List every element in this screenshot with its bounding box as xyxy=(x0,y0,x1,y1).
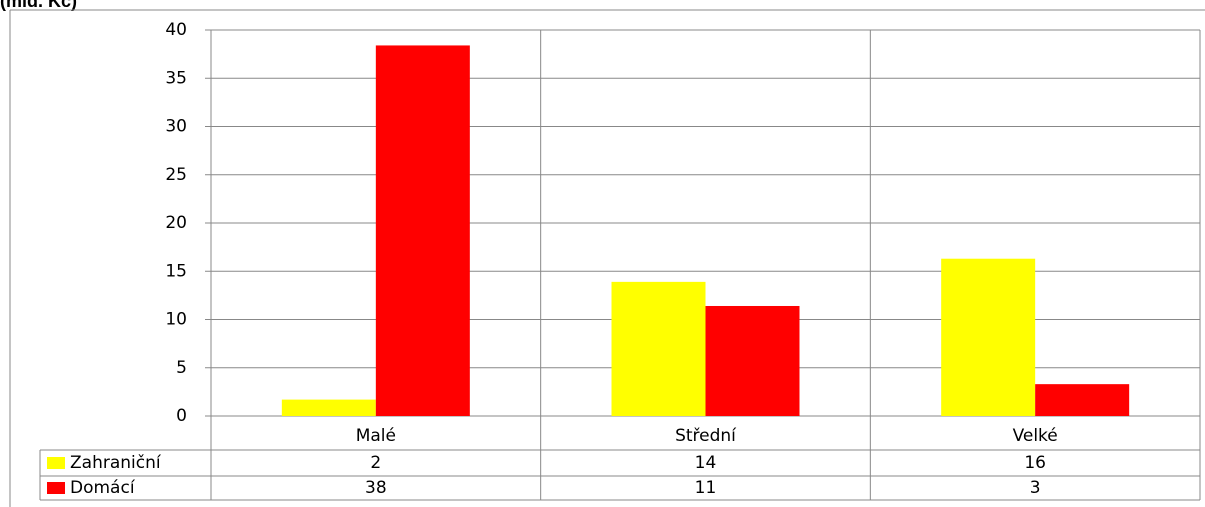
y-tick-label: 5 xyxy=(176,358,187,378)
x-tick-label: Střední xyxy=(675,426,737,446)
y-tick-label: 0 xyxy=(176,406,187,426)
table-value: 38 xyxy=(365,478,387,498)
chart-title: (mld. Kč) xyxy=(0,0,77,11)
y-tick-label: 15 xyxy=(165,261,187,281)
legend-swatch xyxy=(47,482,65,494)
bar xyxy=(281,399,376,416)
table-value: 11 xyxy=(695,478,717,498)
bar xyxy=(375,45,470,416)
bar xyxy=(1035,384,1130,416)
legend-label: Zahraniční xyxy=(70,453,162,473)
y-tick-label: 20 xyxy=(165,213,187,233)
legend-swatch xyxy=(47,457,65,469)
y-tick-label: 30 xyxy=(165,117,187,137)
bar xyxy=(705,305,800,416)
x-tick-label: Velké xyxy=(1013,426,1058,446)
table-value: 2 xyxy=(370,453,381,473)
y-tick-label: 40 xyxy=(165,20,187,40)
bar xyxy=(941,258,1036,416)
y-tick-label: 35 xyxy=(165,68,187,88)
y-tick-label: 25 xyxy=(165,165,187,185)
x-tick-label: Malé xyxy=(356,426,396,446)
legend-label: Domácí xyxy=(70,478,136,498)
table-value: 3 xyxy=(1030,478,1041,498)
table-value: 16 xyxy=(1024,453,1046,473)
y-tick-label: 10 xyxy=(165,310,187,330)
table-value: 14 xyxy=(695,453,717,473)
bar xyxy=(611,281,706,416)
